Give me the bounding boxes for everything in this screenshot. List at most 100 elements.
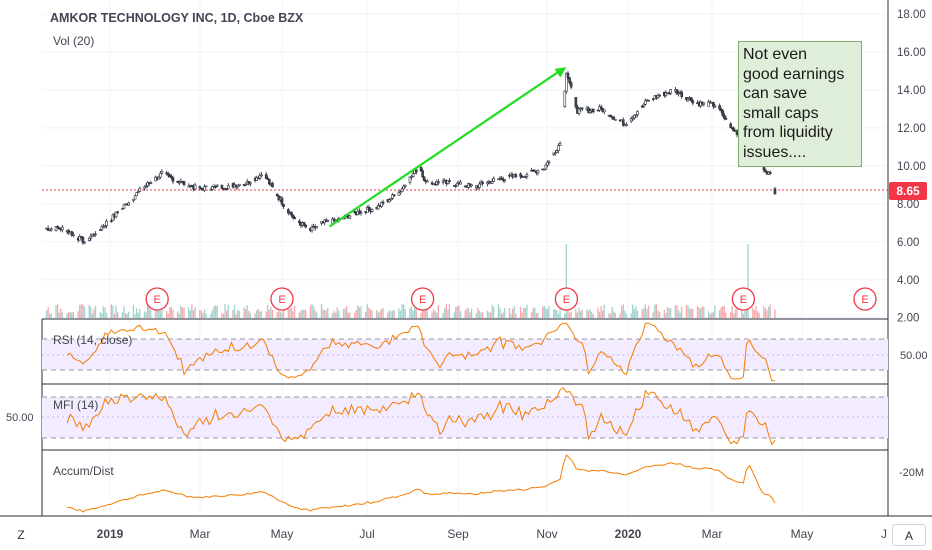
volume-bar (643, 308, 645, 318)
rsi-level-label: 50.00 (900, 350, 928, 362)
candle-body (310, 226, 314, 231)
volume-bar (766, 310, 768, 318)
volume-bar (371, 310, 373, 318)
volume-bar (434, 311, 436, 318)
volume-bar (90, 307, 92, 318)
volume-bar (556, 310, 558, 318)
volume-bar (598, 311, 601, 318)
candle-body (542, 168, 546, 171)
volume-bar (530, 312, 533, 318)
annotation-note[interactable]: Not even good earnings can save small ca… (738, 41, 862, 167)
volume-bar (105, 312, 108, 318)
volume-bar (243, 307, 245, 318)
volume-bar (526, 304, 528, 318)
volume-bar (436, 312, 438, 318)
accum-dist-legend[interactable]: Accum/Dist (53, 464, 114, 478)
candle-body (290, 211, 293, 216)
candle-body (612, 116, 616, 120)
candle-body (271, 182, 274, 188)
volume-bar (621, 306, 623, 318)
candle-body (204, 185, 208, 188)
time-tick-label: May (271, 527, 294, 541)
volume-bar (58, 312, 60, 318)
volume-bar (652, 312, 654, 318)
volume-bar (178, 313, 180, 318)
candle-body (260, 174, 263, 177)
volume-bar (278, 310, 280, 318)
volume-bar (469, 312, 471, 318)
volume-bar (415, 309, 417, 318)
volume-bar (712, 312, 714, 318)
candle-body (426, 180, 429, 183)
volume-bar (83, 306, 86, 318)
volume-bar (730, 312, 732, 318)
candle-body (603, 109, 606, 113)
candle-body (370, 208, 374, 212)
earnings-marker-label: E (740, 294, 747, 306)
candle-body (193, 184, 197, 190)
candle-body (389, 198, 393, 201)
volume-bar (68, 311, 70, 318)
volume-bar (379, 311, 381, 318)
volume-bar (423, 308, 425, 318)
volume-bar (742, 313, 744, 318)
time-tick-label: Mar (702, 527, 723, 541)
candle-body (48, 229, 52, 232)
price-axis[interactable]: 18.00 16.00 14.00 12.00 10.00 8.00 6.00 4.00 2.0… (897, 9, 926, 325)
volume-bar (137, 312, 139, 318)
volume-bar (55, 305, 57, 318)
candle-body (298, 220, 301, 224)
volume-bar (237, 309, 239, 318)
volume-legend[interactable]: Vol (20) (53, 34, 95, 48)
auto-scale-button[interactable]: A (892, 524, 926, 546)
rsi-legend[interactable]: RSI (14, close) (53, 333, 133, 347)
volume-bar (486, 310, 488, 318)
volume-bar (126, 313, 128, 318)
volume-bar (128, 311, 130, 318)
time-tick-label: May (791, 527, 814, 541)
candle-body (437, 181, 440, 184)
volume-bar (355, 309, 357, 318)
volume-bar (312, 305, 315, 318)
candle-body (70, 231, 74, 236)
volume-bar (734, 309, 737, 318)
candle-body (544, 164, 548, 170)
mfi-legend[interactable]: MFI (14) (53, 398, 99, 412)
earnings-marker-label: E (154, 294, 161, 306)
candle-body (633, 114, 636, 119)
volume-bar (60, 308, 62, 318)
volume-bar (421, 309, 424, 318)
volume-bar (388, 310, 391, 318)
candle-body (680, 91, 684, 97)
volume-bar (104, 307, 106, 318)
candle-body (170, 176, 173, 179)
volume-bar (94, 305, 97, 318)
candle-body (490, 181, 494, 184)
candle-body (291, 214, 295, 218)
timezone-button[interactable]: Z (17, 528, 25, 542)
candle-body (729, 123, 733, 128)
volume-bar (644, 304, 646, 318)
volume-bar (666, 307, 669, 318)
candle-body (138, 187, 142, 192)
candle-body (111, 214, 115, 222)
volume-bar (404, 308, 406, 318)
price-tick-label: 14.00 (897, 85, 926, 97)
volume-bar (113, 313, 116, 318)
candle-body (89, 235, 93, 239)
volume-bar (116, 312, 119, 318)
candle-body (419, 167, 423, 172)
volume-bar (143, 311, 146, 318)
volume-bar (663, 309, 665, 318)
volume-bar (692, 308, 694, 318)
candle-body (724, 118, 728, 120)
volume-bar (183, 307, 185, 318)
volume-bar (647, 305, 650, 318)
time-axis[interactable]: 2019 Mar May Jul Sep Nov 2020 Mar May J (97, 527, 887, 541)
chart-title[interactable]: AMKOR TECHNOLOGY INC, 1D, Cboe BZX (50, 11, 304, 25)
volume-bar (268, 309, 270, 318)
candle-body (675, 89, 679, 95)
candle-body (143, 186, 146, 189)
candle-body (100, 226, 104, 230)
